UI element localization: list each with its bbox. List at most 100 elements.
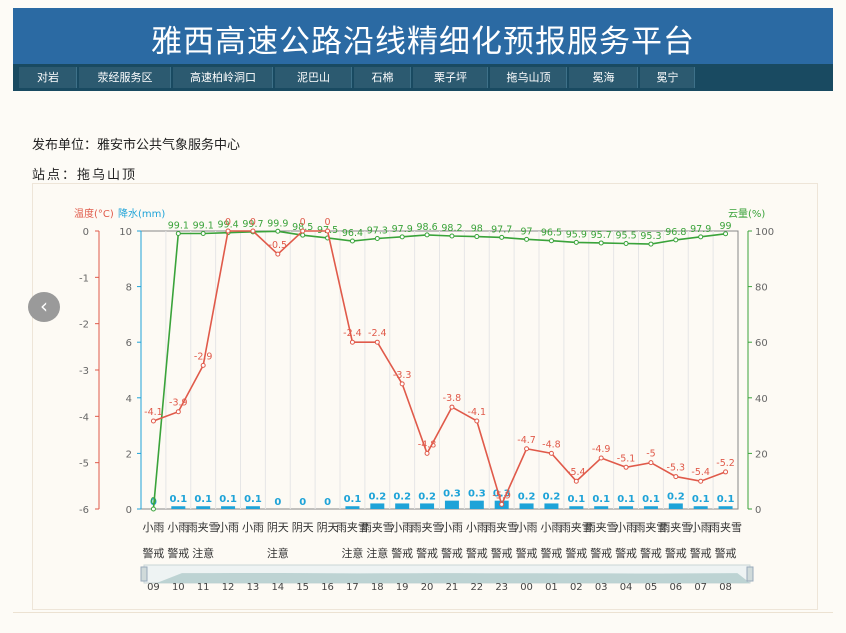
zoom-slider-handle-left[interactable]	[140, 566, 148, 582]
temp-point	[474, 418, 480, 424]
warning-label: 警戒	[665, 546, 687, 560]
temp-point	[598, 455, 604, 461]
hour-label: 18	[371, 582, 384, 593]
weather-label: 雨夹雪	[634, 521, 667, 534]
cloud-point	[698, 234, 704, 240]
hour-label: 02	[570, 582, 583, 593]
cloud-point	[474, 234, 480, 240]
warning-label: 警戒	[391, 546, 413, 560]
warning-label: 注意	[192, 546, 214, 560]
weather-label: 小雨	[391, 521, 413, 534]
temp-value-label: -5.4	[567, 467, 586, 478]
temp-point	[150, 418, 156, 424]
cloud-value-label: 95.5	[615, 231, 636, 242]
cloud-point	[548, 238, 554, 244]
weather-label: 小雨	[217, 521, 239, 534]
precip-value-label: 0.1	[169, 494, 187, 505]
temp-value-label: 0	[225, 217, 231, 228]
precip-bar	[370, 503, 385, 509]
temp-series-line	[153, 230, 726, 507]
precip-value-label: 0.1	[617, 494, 635, 505]
cloud-point	[200, 231, 206, 237]
precip-value-label: 0.1	[244, 494, 262, 505]
cloud-value-label: 96.5	[541, 228, 562, 239]
cloud-tick-label: 80	[755, 283, 768, 294]
nav-item-7[interactable]: 冕海	[569, 67, 638, 88]
warning-label: 警戒	[142, 546, 164, 560]
warning-label: 警戒	[466, 546, 488, 560]
cloud-point	[349, 238, 355, 244]
cloud-value-label: 96.4	[342, 228, 363, 239]
weather-label: 雨夹雪	[485, 521, 518, 534]
station-nav: 对岩 荥经服务区 高速柏岭洞口 泥巴山 石棉 栗子坪 拖乌山顶 冕海 冕宁	[13, 64, 833, 91]
nav-item-4[interactable]: 石棉	[354, 67, 411, 88]
prev-arrow-button[interactable]: ‹	[28, 292, 60, 322]
cloud-value-label: 97.7	[491, 224, 512, 235]
temp-point	[225, 228, 231, 234]
cloud-point	[723, 231, 729, 237]
station-label: 站点：拖乌山顶	[32, 168, 138, 183]
cloud-value-label: 98.2	[441, 223, 462, 234]
hour-label: 07	[694, 582, 707, 593]
temp-value-label: -2.4	[368, 328, 387, 339]
precip-value-label: 0.2	[418, 491, 436, 502]
cloud-value-label: 95.7	[591, 230, 612, 241]
nav-item-5[interactable]: 栗子坪	[413, 67, 488, 88]
temp-tick-label: -4	[79, 412, 89, 423]
cloud-point	[399, 234, 405, 240]
cloud-value-label: 97.9	[690, 224, 711, 235]
cloud-value-label: 98.5	[292, 222, 313, 233]
temp-value-label: -4.1	[468, 407, 487, 418]
warning-label: 警戒	[715, 546, 737, 560]
precip-bar	[395, 503, 410, 509]
warning-label: 警戒	[540, 546, 562, 560]
warning-label: 警戒	[441, 546, 463, 560]
hour-label: 23	[495, 582, 508, 593]
cloud-point	[524, 236, 530, 242]
precip-bar	[619, 506, 634, 509]
nav-item-3[interactable]: 泥巴山	[275, 67, 352, 88]
zoom-slider-handle-right[interactable]	[746, 566, 754, 582]
precip-value-label: 0.2	[393, 491, 411, 502]
weather-label: 小雨	[242, 521, 264, 534]
nav-item-6[interactable]: 拖乌山顶	[490, 67, 567, 88]
precip-value-label: 0.1	[567, 494, 585, 505]
nav-item-1[interactable]: 荥经服务区	[79, 67, 171, 88]
temp-value-label: -4.9	[592, 444, 611, 455]
cloud-point	[150, 506, 156, 512]
cloud-value-label: 99.1	[168, 221, 189, 232]
nav-item-0[interactable]: 对岩	[19, 67, 77, 88]
temp-point	[499, 501, 505, 507]
cloud-point	[673, 237, 679, 243]
precip-value-label: 0.3	[493, 489, 511, 500]
hour-label: 00	[520, 582, 533, 593]
temp-point	[374, 339, 380, 345]
temp-point	[449, 404, 455, 410]
temp-point	[623, 464, 629, 470]
weather-label: 小雨	[516, 521, 538, 534]
nav-item-2[interactable]: 高速柏岭洞口	[173, 67, 273, 88]
precip-bar	[718, 506, 733, 509]
cloud-axis-title: 云量(%)	[728, 208, 765, 220]
precip-value-label: 0.2	[667, 491, 685, 502]
cloud-value-label: 95.3	[640, 231, 661, 242]
hour-label: 15	[296, 582, 309, 593]
cloud-value-label: 96.8	[665, 227, 686, 238]
zoom-slider-preview	[144, 573, 750, 583]
weather-label: 阴天	[292, 521, 314, 534]
cloud-value-label: 97.9	[392, 224, 413, 235]
cloud-value-label: 97	[521, 226, 533, 237]
precip-bar	[469, 500, 484, 509]
cloud-point	[648, 241, 654, 247]
temp-value-label: -3.9	[169, 398, 188, 409]
temp-value-label: -5.9	[492, 490, 511, 501]
hour-label: 20	[421, 582, 434, 593]
temp-point	[399, 381, 405, 387]
weather-label: 小雨	[466, 521, 488, 534]
precip-value-label: 0	[299, 497, 306, 508]
temp-point	[573, 478, 579, 484]
nav-item-8[interactable]: 冕宁	[640, 67, 695, 88]
precip-bar	[345, 506, 360, 509]
temp-value-label: 0	[300, 217, 306, 228]
